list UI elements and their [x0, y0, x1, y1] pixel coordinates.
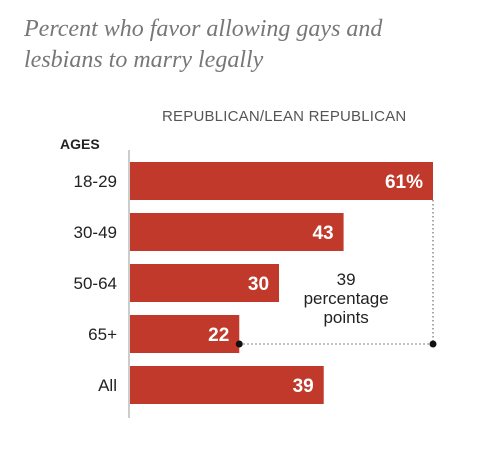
- annotation-start-dot: [235, 340, 243, 348]
- bar: [130, 366, 324, 404]
- category-label: 30-49: [74, 223, 117, 242]
- category-label: 18-29: [74, 172, 117, 191]
- annotation-text-line: 39: [337, 270, 356, 289]
- bar: [130, 213, 344, 251]
- category-label: All: [98, 376, 117, 395]
- bar-value-label: 22: [208, 325, 229, 346]
- bars-layer: 18-29 61% 30-49 43 50-64 30 65+ 22 All 39: [74, 162, 433, 404]
- bar-value-label: 61%: [385, 172, 423, 193]
- annotation-text-line: points: [323, 308, 368, 327]
- category-label: 65+: [88, 325, 117, 344]
- bar-value-label: 43: [312, 223, 333, 244]
- annotation-text-line: percentage: [304, 289, 389, 308]
- bar: [130, 315, 240, 353]
- chart-title: Percent who favor allowing gays and lesb…: [24, 16, 383, 73]
- category-label: 50-64: [74, 274, 117, 293]
- series-header: REPUBLICAN/LEAN REPUBLICAN: [162, 108, 407, 125]
- annotation-end-dot: [429, 340, 437, 348]
- ages-axis-label: AGES: [60, 136, 100, 152]
- bar: [130, 264, 280, 302]
- bar-value-label: 39: [293, 376, 314, 397]
- bar: [130, 162, 433, 200]
- bar-value-label: 30: [248, 274, 269, 295]
